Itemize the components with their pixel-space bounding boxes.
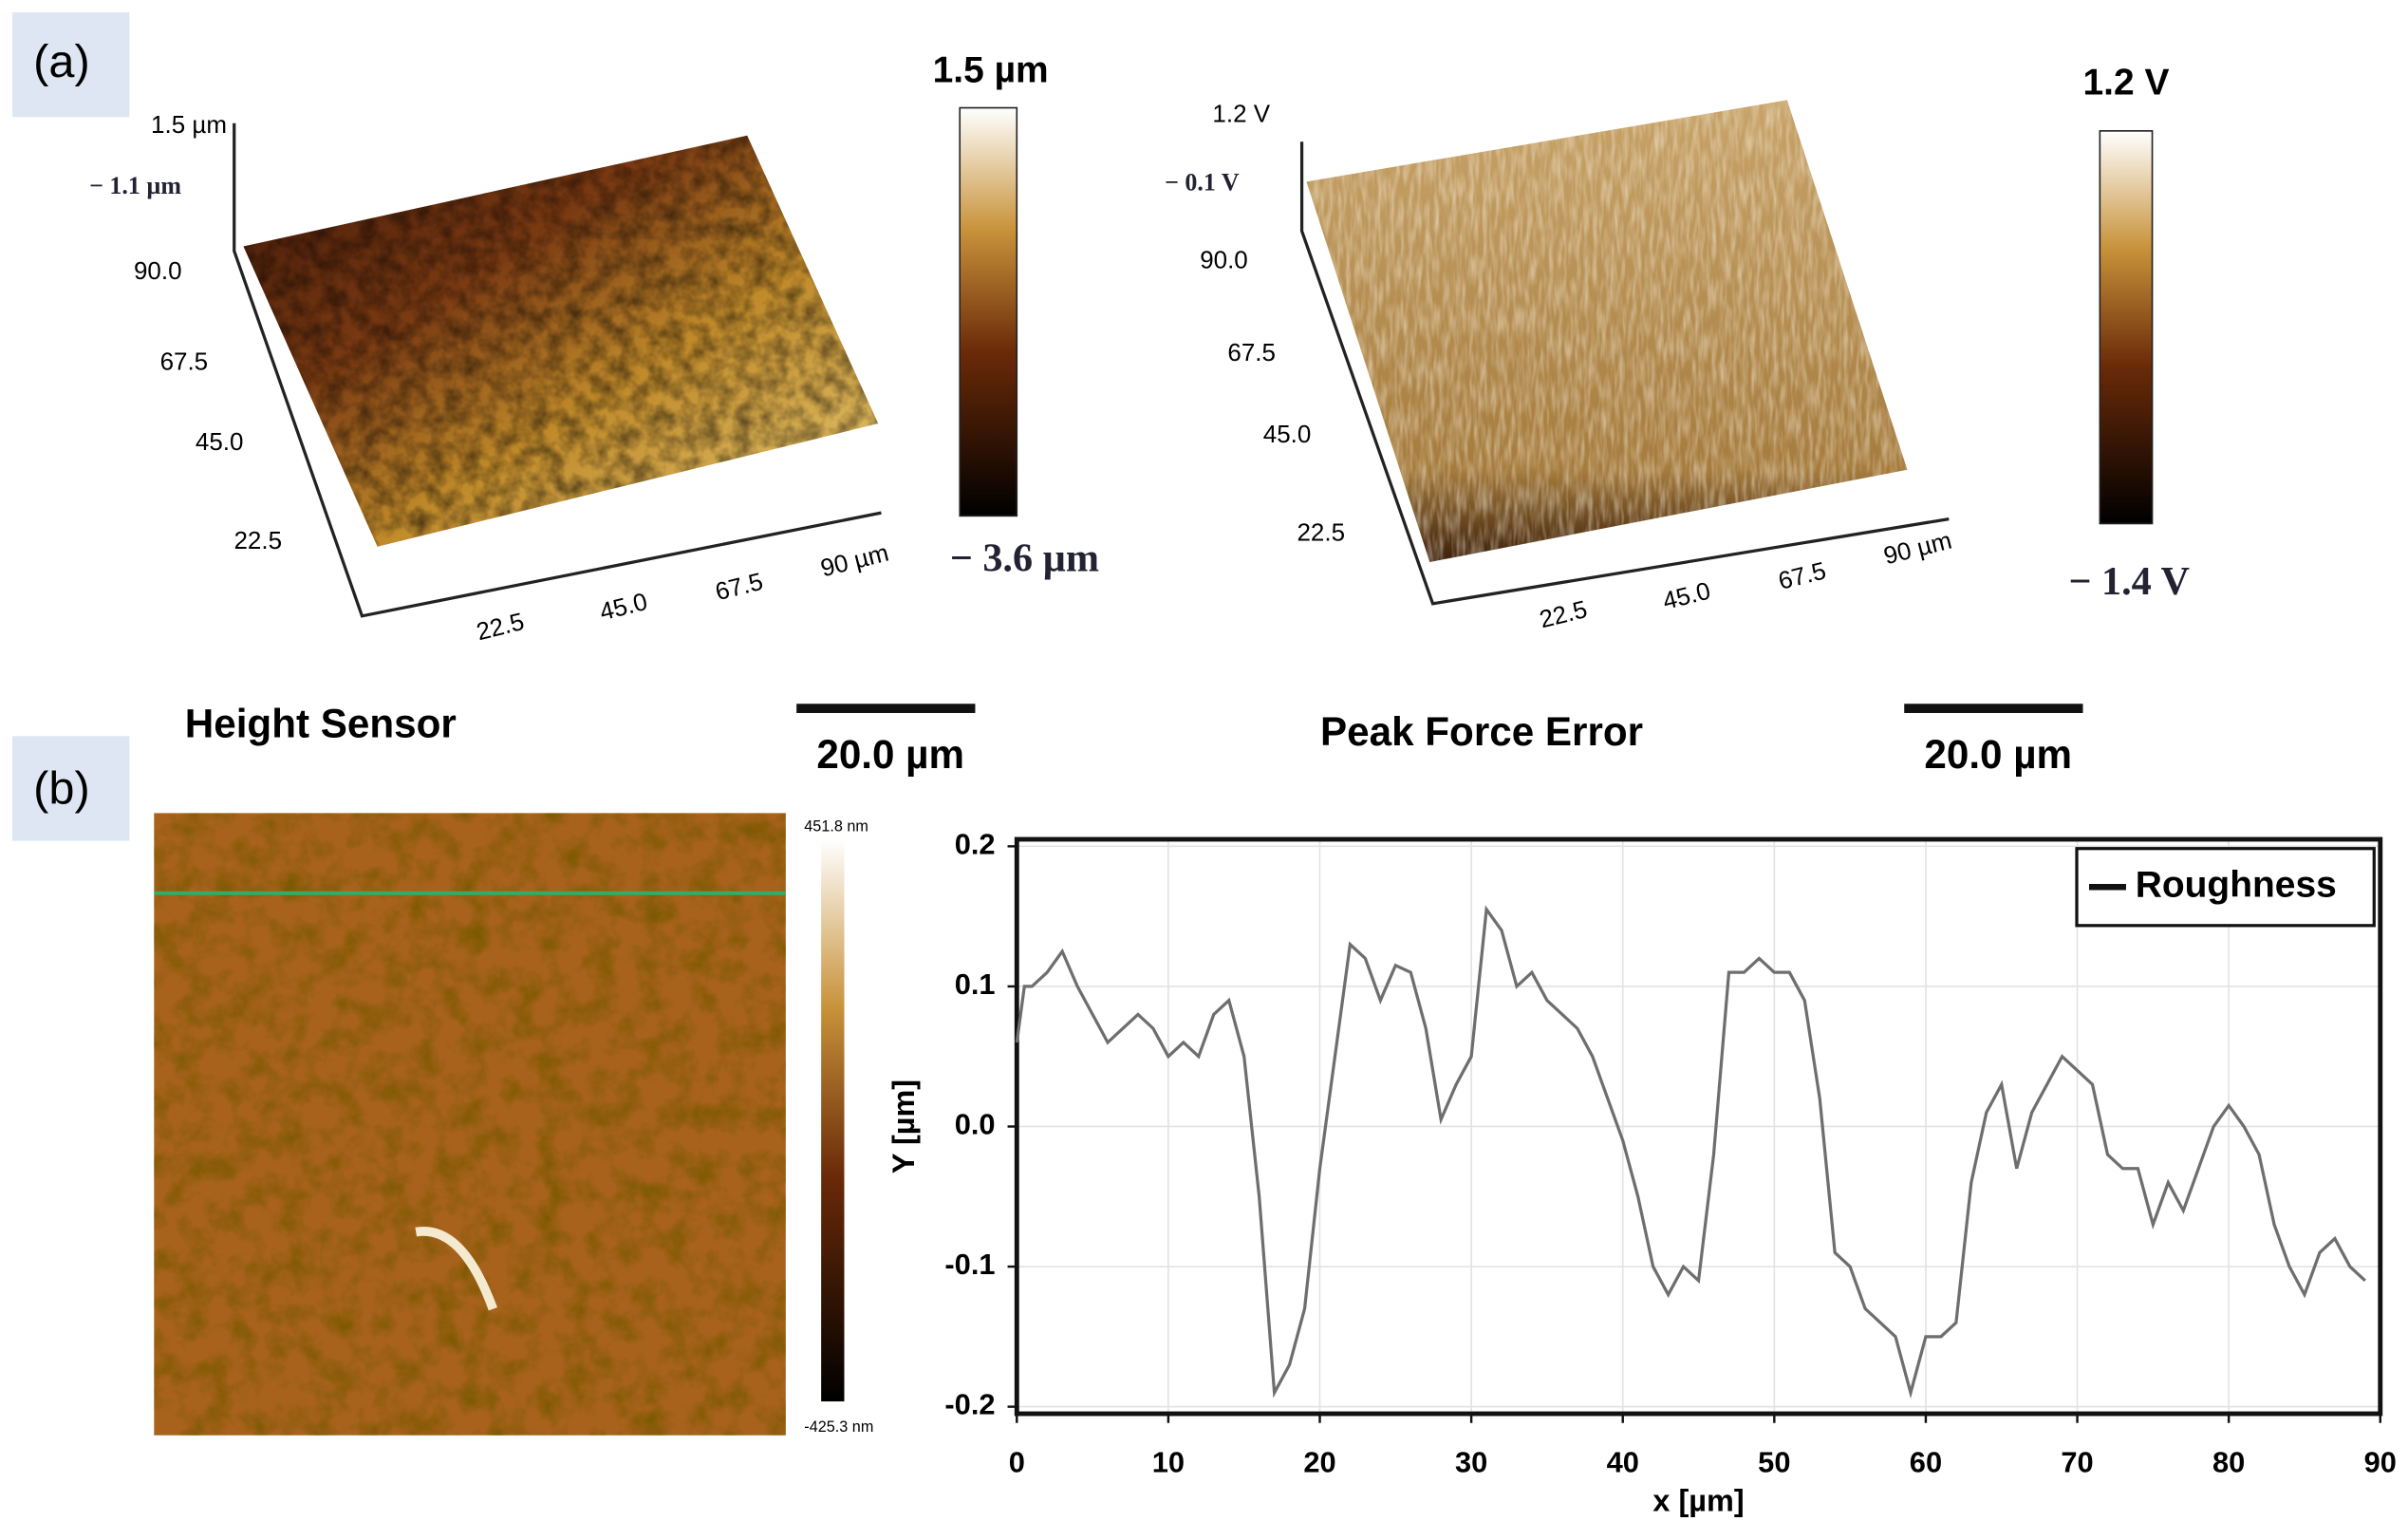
y-tick-label: 45.0	[196, 427, 244, 456]
y-tick-label: 67.5	[1227, 338, 1276, 366]
y-axis-label: Y [µm]	[887, 1080, 921, 1174]
colorbar-label: − 1.4 V	[2068, 559, 2190, 604]
colorbar	[2099, 130, 2154, 525]
y-tick-label: 22.5	[234, 526, 283, 554]
feature	[415, 1227, 497, 1311]
x-tick-label: 30	[1455, 1446, 1487, 1479]
y-tick-label: 45.0	[1263, 420, 1312, 448]
y-tick-label: -0.2	[944, 1388, 995, 1421]
x-tick-label: 20	[1303, 1446, 1335, 1479]
y-tick-label: 90.0	[1200, 246, 1248, 274]
colorbar-label: 1.2 V	[2082, 62, 2169, 103]
surface-texture	[1306, 100, 1908, 563]
x-tick-label: 70	[2061, 1446, 2093, 1479]
colorbar-label: -425.3 nm	[804, 1418, 873, 1436]
plot-frame	[1014, 836, 2383, 1417]
x-tick-label: 90	[2364, 1446, 2397, 1479]
x-tick-label: 67.5	[712, 567, 765, 606]
colorbar-label: − 3.6 µm	[950, 536, 1099, 581]
scale-label: 20.0 µm	[1924, 732, 2072, 777]
colorbar-label: 1.5 µm	[933, 50, 1049, 91]
x-tick-label: 22.5	[1537, 594, 1590, 633]
x-tick-label: 90 µm	[1880, 526, 1954, 571]
colorbar	[821, 838, 845, 1402]
y-tick-label: 67.5	[160, 347, 209, 376]
y-tick-label: -0.1	[944, 1248, 995, 1281]
y-tick-label: 0.2	[955, 828, 996, 861]
axis	[1299, 141, 1950, 606]
x-tick-label: 50	[1758, 1446, 1790, 1479]
z-label: − 1.1 µm	[89, 172, 181, 199]
x-tick-label: 67.5	[1775, 556, 1828, 595]
y-tick-label: 90.0	[134, 256, 182, 285]
x-tick-label: 10	[1152, 1446, 1185, 1479]
afm-texture	[154, 813, 786, 1436]
scale-bar	[796, 704, 976, 713]
panel-label: (b)	[33, 763, 89, 815]
legend-box	[2075, 847, 2376, 928]
scale-bar	[1904, 704, 2083, 713]
panel-label: (a)	[33, 36, 89, 87]
y-tick-label: 0.1	[955, 967, 996, 1001]
x-tick-label: 60	[1910, 1446, 1942, 1479]
y-tick-label: 22.5	[1297, 518, 1345, 547]
label-box	[11, 11, 130, 118]
z-label: 1.2 V	[1212, 100, 1270, 128]
axis	[233, 122, 882, 618]
z-label: − 0.1 V	[1165, 169, 1240, 197]
legend-label: Roughness	[2136, 865, 2337, 906]
panel-title: Height Sensor	[185, 702, 457, 746]
y-tick-label: 0.0	[955, 1108, 996, 1141]
line	[1015, 905, 2366, 1399]
surface-texture	[243, 135, 879, 547]
x-tick-label: 80	[2212, 1446, 2245, 1479]
x-tick-label: 45.0	[1660, 576, 1713, 615]
colorbar-label: 451.8 nm	[804, 817, 868, 835]
x-tick-label: 45.0	[597, 587, 650, 626]
x-tick-label: 90 µm	[817, 538, 891, 583]
label-box	[11, 736, 130, 841]
x-tick-label: 40	[1607, 1446, 1639, 1479]
scale-label: 20.0 µm	[816, 732, 964, 777]
panel-title: Peak Force Error	[1320, 709, 1643, 754]
x-axis-label: x [µm]	[1652, 1484, 1744, 1518]
x-tick-label: 0	[1009, 1446, 1025, 1479]
x-tick-label: 22.5	[474, 607, 527, 646]
colorbar	[959, 106, 1018, 517]
z-label: 1.5 µm	[151, 110, 227, 139]
